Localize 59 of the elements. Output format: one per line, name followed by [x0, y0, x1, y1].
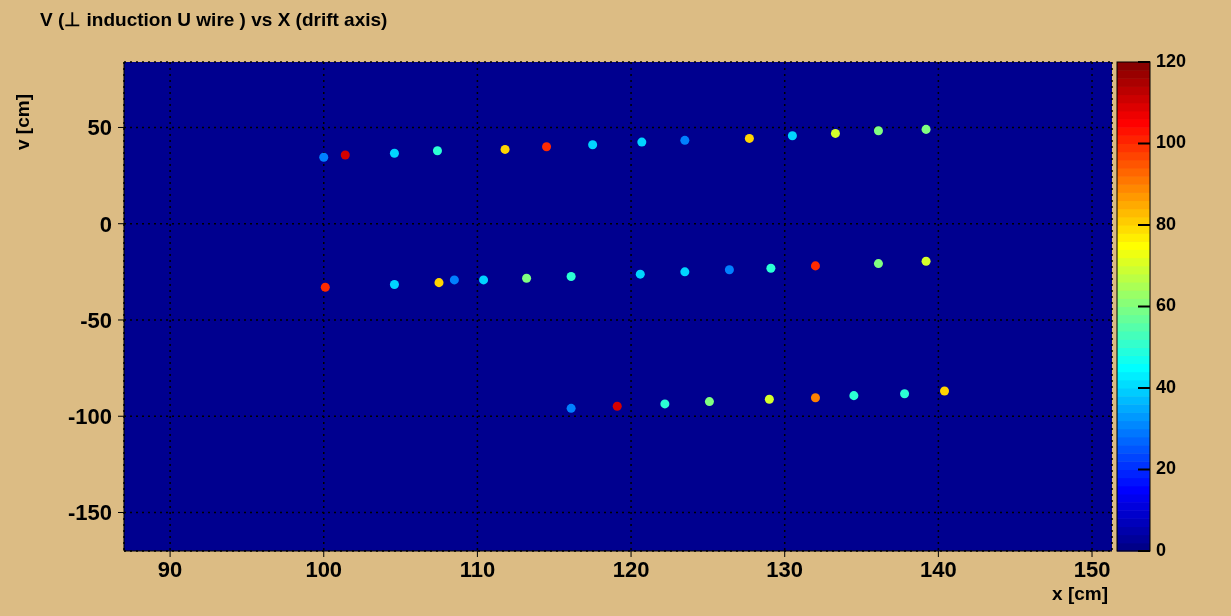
point	[588, 140, 598, 150]
x-tick-label: 120	[612, 556, 650, 582]
point	[319, 152, 329, 162]
color-bar-label: 20	[1156, 458, 1177, 479]
point	[764, 394, 774, 404]
point	[566, 403, 576, 413]
x-tick-label: 140	[920, 556, 957, 582]
point	[921, 124, 931, 134]
point	[479, 275, 489, 285]
point	[724, 265, 734, 275]
x-tick-label: 130	[766, 556, 804, 582]
y-axis-title: v [cm]	[12, 94, 33, 150]
point	[940, 386, 950, 396]
point	[637, 137, 647, 147]
y-tick-label: 50	[87, 115, 112, 141]
color-bar-label: 40	[1156, 376, 1177, 397]
point	[340, 150, 350, 160]
point	[680, 267, 690, 277]
point	[810, 261, 820, 271]
color-bar-label: 80	[1156, 213, 1177, 234]
color-bar-label: 100	[1156, 132, 1187, 153]
point	[873, 259, 883, 269]
point	[522, 273, 532, 283]
color-bar-label: 120	[1156, 50, 1187, 71]
y-tick-label: -150	[67, 500, 112, 526]
point	[680, 135, 690, 145]
point	[389, 280, 399, 290]
point	[635, 269, 645, 279]
point	[434, 278, 444, 288]
point	[449, 275, 459, 285]
point	[542, 142, 552, 152]
x-tick-label: 100	[305, 556, 343, 582]
color-bar-label: 0	[1156, 539, 1167, 560]
point	[704, 397, 714, 407]
point	[389, 148, 399, 158]
x-axis-title: x [cm]	[1051, 583, 1108, 605]
point	[830, 128, 840, 138]
point	[320, 282, 330, 292]
point	[660, 399, 670, 409]
point	[500, 144, 510, 154]
color-bar-label: 60	[1156, 295, 1177, 316]
point	[432, 146, 442, 156]
point	[766, 263, 776, 273]
y-tick-label: -50	[80, 307, 112, 333]
point	[873, 126, 883, 136]
y-tick-label: -100	[67, 404, 112, 430]
point	[849, 391, 859, 401]
point	[921, 256, 931, 266]
point	[566, 271, 576, 281]
x-tick-label: 110	[459, 556, 496, 582]
x-tick-label: 150	[1073, 556, 1111, 582]
chart-title: V (⊥ induction U wire ) vs X (drift axis)	[40, 8, 388, 31]
point	[787, 131, 797, 141]
point	[810, 393, 820, 403]
point	[612, 401, 622, 411]
x-tick-label: 90	[157, 556, 183, 582]
point	[900, 389, 910, 399]
point	[744, 133, 754, 143]
y-tick-label: 0	[99, 211, 112, 237]
